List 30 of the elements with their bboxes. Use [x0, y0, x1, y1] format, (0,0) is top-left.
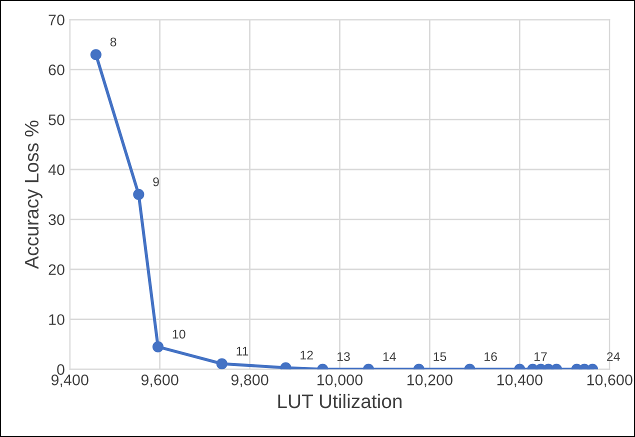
x-tick-label: 10,000 — [318, 374, 362, 388]
x-tick-label: 10,400 — [497, 374, 542, 388]
annotation: 9 — [153, 177, 159, 186]
annotation: 11 — [236, 346, 248, 356]
annotation: 24 — [607, 352, 620, 361]
y-tick-label: 30 — [48, 214, 64, 226]
x-tick-label: 9,600 — [141, 374, 178, 388]
y-tick-label: 60 — [48, 64, 64, 76]
y-tick-label: 40 — [48, 164, 64, 176]
y-tick-label: 10 — [49, 314, 64, 326]
x-tick-label: 9,800 — [231, 374, 268, 388]
x-tick-label: 9,400 — [51, 374, 88, 388]
y-tick-label: 20 — [48, 264, 64, 276]
annotation: 8 — [110, 38, 116, 46]
y-tick-label: 50 — [48, 114, 64, 126]
annotation: 12 — [300, 350, 313, 360]
x-axis-title: LUT Utilization — [278, 394, 402, 408]
y-tick-label: 0 — [57, 364, 64, 375]
x-tick-label: 10,600 — [587, 374, 632, 388]
y-tick-label: 70 — [48, 14, 64, 26]
annotation: 14 — [383, 352, 396, 361]
point — [90, 49, 102, 60]
x-tick-label: 10,200 — [407, 374, 452, 388]
annotation: 10 — [172, 330, 186, 339]
annotation: 16 — [484, 352, 497, 362]
point — [133, 188, 144, 200]
annotation: 13 — [337, 352, 350, 362]
annotation: 15 — [434, 352, 446, 362]
annotation: 17 — [534, 352, 547, 361]
y-axis-title: Accuracy Loss % — [24, 120, 42, 269]
